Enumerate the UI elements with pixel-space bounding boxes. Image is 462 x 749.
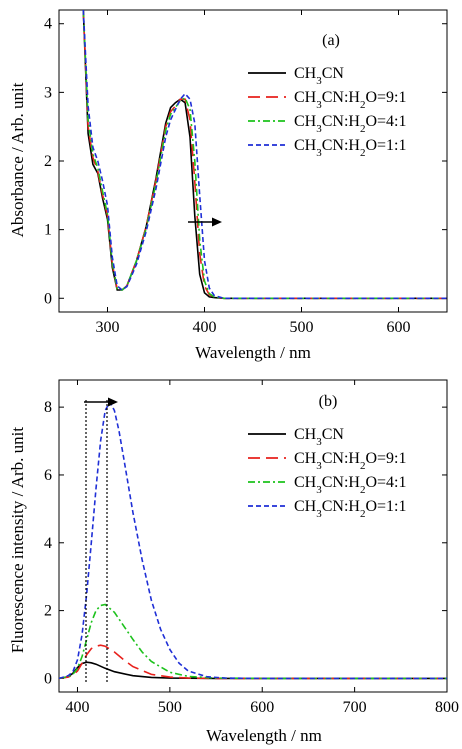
b-series-line-1 [59, 644, 447, 680]
x-axis-label-a: Wavelength / nm [195, 343, 311, 362]
b-y-tick-label: 6 [44, 467, 52, 484]
curves-b [59, 400, 447, 680]
x-axis-label-b: Wavelength / nm [206, 726, 322, 745]
a-legend-label-3: CH3CN:H2O=1:1 [294, 137, 407, 159]
plot-frame-a [58, 9, 448, 313]
b-x-tick-label: 700 [343, 699, 367, 716]
a-y-tick-label: 0 [44, 290, 52, 307]
y-axis-label-a: Absorbance / Arb. unit [8, 82, 27, 237]
a-x-tick-label: 400 [193, 319, 217, 336]
panel-b: 400 500 600 700 800 0 2 4 6 8 Wavelength / nm Flu… [8, 379, 459, 745]
panel-a: 300 400 500 600 0 1 2 3 4 Wavelength / nm Absorb… [8, 9, 448, 362]
b-series-line-0 [59, 661, 447, 680]
a-legend-label-2: CH3CN:H2O=4:1 [294, 113, 407, 135]
legend-a: CH3CNCH3CN:H2O=9:1CH3CN:H2O=4:1CH3CN:H2O… [248, 65, 407, 159]
b-legend-label-1: CH3CN:H2O=9:1 [294, 450, 407, 472]
y-axis-label-b: Fluorescence intensity / Arb. unit [8, 427, 27, 653]
b-x-tick-label: 400 [65, 699, 89, 716]
a-y-tick-label: 2 [44, 153, 52, 170]
a-legend-label-0: CH3CN [294, 65, 344, 87]
b-x-tick-label: 600 [250, 699, 274, 716]
shift-markers-b [84, 397, 118, 683]
a-series-line-2 [82, 10, 447, 300]
b-y-tick-label: 8 [44, 399, 52, 416]
axis-ticks-b: 400 500 600 700 800 0 2 4 6 8 [44, 380, 459, 716]
b-y-tick-label: 0 [44, 670, 52, 687]
b-legend-label-3: CH3CN:H2O=1:1 [294, 498, 407, 520]
panel-label-b: (b) [319, 393, 338, 410]
b-y-tick-label: 2 [44, 603, 52, 620]
b-x-tick-label: 500 [158, 699, 182, 716]
axis-ticks-a: 300 400 500 600 0 1 2 3 4 [44, 10, 447, 336]
legend-b: CH3CNCH3CN:H2O=9:1CH3CN:H2O=4:1CH3CN:H2O… [248, 426, 407, 520]
a-legend-label-1: CH3CN:H2O=9:1 [294, 89, 407, 111]
shift-arrow-a [188, 217, 222, 227]
b-legend-label-2: CH3CN:H2O=4:1 [294, 474, 407, 496]
b-legend-label-0: CH3CN [294, 426, 344, 448]
b-series-line-3 [59, 400, 447, 680]
a-x-tick-label: 600 [387, 319, 411, 336]
a-x-tick-label: 300 [96, 319, 120, 336]
a-y-tick-label: 4 [44, 16, 52, 33]
panel-label-a: (a) [322, 32, 340, 49]
plot-frame-b [58, 379, 448, 693]
b-x-tick-label: 800 [435, 699, 459, 716]
b-series-line-2 [59, 603, 447, 680]
b-y-tick-label: 4 [44, 535, 52, 552]
a-series-line-3 [82, 10, 447, 300]
a-y-tick-label: 3 [44, 84, 52, 101]
curves-a [82, 10, 447, 300]
a-y-tick-label: 1 [44, 222, 52, 239]
a-x-tick-label: 500 [290, 319, 314, 336]
